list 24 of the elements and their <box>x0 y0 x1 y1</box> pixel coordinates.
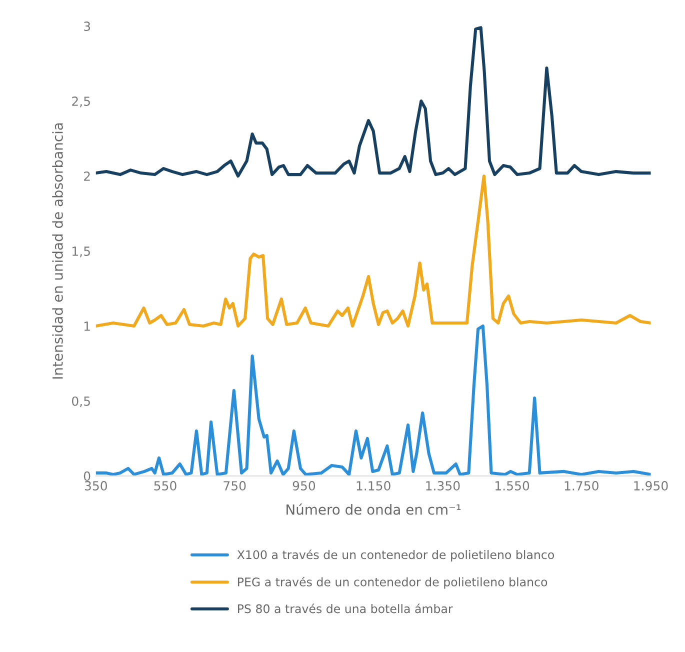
y-tick-label: 2 <box>84 172 90 181</box>
x-tick-label: 1.950 <box>634 481 668 490</box>
x-tick-label: 350 <box>84 481 107 490</box>
line-series <box>96 26 651 178</box>
x-tick-label: 1.750 <box>564 481 598 490</box>
x-tick-label: 1.150 <box>356 481 390 490</box>
legend-label: X100 a través de un contenedor de polietileno blanco <box>237 550 554 562</box>
legend-label: PEG a través de un contenedor de polietileno blanco <box>238 576 548 589</box>
y-tick-label: 3 <box>84 22 90 32</box>
y-tick-label: 2,5 <box>72 96 90 108</box>
x-tick-label: 750 <box>224 481 246 490</box>
legend-label: PS 80 a través de una botella ámbar <box>238 604 453 614</box>
x-tick-label: 1.550 <box>496 481 530 490</box>
x-tick-label: 1.350 <box>426 481 460 490</box>
x-tick-label: 950 <box>292 481 316 490</box>
y-tick-label: 1 <box>84 322 90 331</box>
line-series <box>96 324 651 476</box>
line-series <box>96 174 651 328</box>
y-tick-label: 1,5 <box>72 246 90 258</box>
y-tick-label: 0,5 <box>72 396 90 408</box>
y-axis-title: Intensidad en unidad de absorbancia <box>52 123 63 379</box>
y-tick-label: 0 <box>84 471 90 481</box>
x-tick-label: 550 <box>154 481 176 490</box>
x-axis-title: Número de onda en cm⁻¹ <box>286 503 461 515</box>
